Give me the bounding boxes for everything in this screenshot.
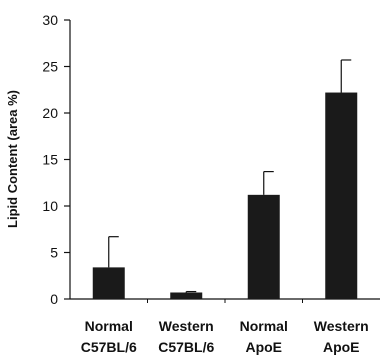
- y-tick-label: 10: [42, 198, 58, 214]
- y-tick-label: 0: [50, 291, 58, 307]
- error-bars: [108, 59, 352, 293]
- x-tick-label: Normal: [85, 318, 133, 334]
- x-tick-label: Western: [314, 318, 369, 334]
- x-tick-label: ApoE: [323, 339, 360, 355]
- bar: [92, 267, 125, 299]
- bar: [170, 292, 203, 299]
- x-tick-label: ApoE: [245, 339, 282, 355]
- y-axis: 0 5 10 15 20 25 30: [42, 12, 71, 307]
- y-tick-label: 20: [42, 105, 58, 121]
- x-tick-label: Normal: [240, 318, 288, 334]
- bars: [92, 92, 358, 299]
- y-axis-title: Lipid Content (area %): [5, 90, 20, 228]
- y-tick-label: 30: [42, 12, 58, 28]
- y-tick-label: 5: [50, 245, 58, 261]
- x-axis: [70, 298, 380, 303]
- y-tick-label: 15: [42, 152, 58, 168]
- x-tick-label: C57BL/6: [81, 339, 137, 355]
- y-tick-label: 25: [42, 59, 58, 75]
- bar: [247, 194, 280, 299]
- category-labels: Normal C57BL/6 Western C57BL/6 Normal ApoE Wes…: [81, 318, 369, 355]
- y-axis-title-group: Lipid Content (area %): [5, 90, 20, 228]
- bar: [325, 92, 358, 299]
- x-tick-label: C57BL/6: [158, 339, 214, 355]
- x-tick-label: Western: [159, 318, 214, 334]
